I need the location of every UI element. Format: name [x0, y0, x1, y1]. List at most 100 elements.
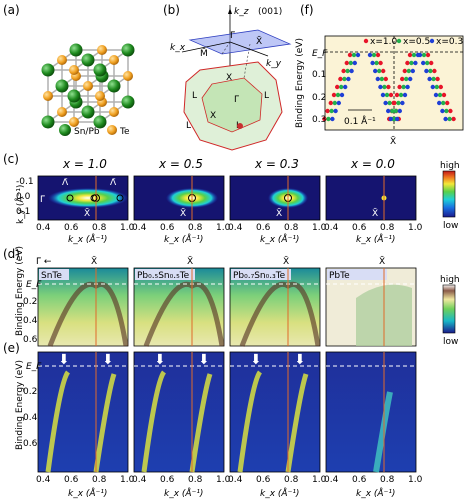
- sn-pb-atom: [55, 79, 69, 93]
- legend-x10-marker: [363, 38, 369, 44]
- panel-c-xtick: 0.8: [188, 223, 203, 233]
- panel-e-second-derivative: ⬇ ⬇ 0.4 0.6 0.8 1.0 k_x (Å⁻¹) ⬇ ⬇ 0.4 0.6 0.8 1.0 k_x…: [23, 351, 423, 499]
- gamma-point-label: Γ: [234, 95, 239, 105]
- dispersion-point: [396, 100, 401, 106]
- dispersion-point: [335, 92, 341, 98]
- dispersion-point: [384, 92, 390, 98]
- te-atom: [95, 91, 105, 101]
- dispersion-point: [375, 52, 381, 58]
- k-point-marker: [66, 194, 74, 202]
- panel-d-ytick: 0.4: [23, 316, 38, 326]
- dispersion-point: [451, 116, 456, 122]
- kx-axis: [181, 41, 231, 53]
- legend-x03: x=0.3: [436, 37, 463, 47]
- dispersion-point: [388, 116, 393, 122]
- dispersion-point: [400, 100, 405, 106]
- kz-label: k_z: [234, 7, 249, 17]
- dispersion-point: [380, 92, 386, 98]
- te-atom: [97, 45, 107, 55]
- surface-label: (001): [258, 7, 282, 17]
- dispersion-point: [378, 84, 383, 90]
- dispersion-point: [371, 52, 377, 58]
- dispersion-point: [397, 84, 402, 90]
- dispersion-point: [346, 76, 351, 82]
- dispersion-point: [367, 52, 373, 58]
- dispersion-point: [410, 68, 415, 74]
- panel-e-xlabel: k_x (Å⁻¹): [356, 487, 395, 499]
- dispersion-point: [330, 116, 335, 122]
- dispersion-point: [375, 76, 380, 82]
- dispersion-points: [322, 52, 456, 122]
- dispersion-point: [388, 92, 394, 98]
- panel-c-xtick: 1.0: [408, 223, 423, 233]
- dispersion-point: [374, 60, 379, 66]
- dispersion-point: [378, 60, 383, 66]
- panel-f-plot: x=1.0 x=0.5 x=0.3 0.1 Å⁻¹ X̄ E_F 0.1 0.2…: [295, 35, 464, 147]
- panel-c-title: x = 1.0: [62, 157, 107, 171]
- panel-label-d: (d): [3, 247, 20, 261]
- band-branch: [93, 373, 117, 473]
- panel-label-c: (c): [3, 152, 19, 166]
- dispersion-point: [445, 100, 450, 106]
- dispersion-point: [443, 116, 448, 122]
- x-bar-top-label: X̄: [187, 255, 193, 267]
- panel-c-xtick: 0.6: [256, 223, 271, 233]
- panel-c-xtick: 0.6: [352, 223, 367, 233]
- panel-c-xtick: 1.0: [120, 223, 135, 233]
- dispersion-point: [433, 92, 439, 98]
- dispersion-point: [329, 108, 334, 114]
- x-bar-top-label: X̄: [91, 255, 97, 267]
- panel-c-xlabel: k_x (Å⁻¹): [260, 233, 299, 245]
- panel-d-ef: E_F: [26, 280, 42, 290]
- panel-f-ef: E_F: [312, 49, 328, 59]
- crystal-legend: Sn/Pb Te: [59, 124, 130, 137]
- panel-c-xtick: 0.8: [284, 223, 299, 233]
- legend-x05: x=0.5: [403, 37, 430, 47]
- dirac-point-arrow-icon: ⬇: [102, 352, 114, 368]
- panel-d-title: SnTe: [41, 271, 62, 281]
- colorbar-c: [442, 170, 456, 218]
- te-atom: [69, 65, 79, 75]
- dispersion-point: [438, 84, 443, 90]
- panel-c-colorbar: high low: [440, 161, 460, 231]
- l-point-label-3: L: [186, 121, 191, 131]
- dispersion-point: [370, 60, 375, 66]
- colorbar-c-low: low: [443, 221, 458, 231]
- dispersion-point: [344, 60, 349, 66]
- panel-c-xtick: 0.4: [228, 223, 243, 233]
- panel-e-xtick: 0.8: [284, 475, 299, 485]
- x-bar-label: X̄: [276, 207, 282, 219]
- panel-label-f: (f): [300, 3, 314, 17]
- panel-c-map: [325, 175, 417, 221]
- panel-c-xtick: 0.4: [36, 223, 51, 233]
- legend-x03-marker: [429, 38, 435, 44]
- panel-e-xlabel: k_x (Å⁻¹): [260, 487, 299, 499]
- panel-d-title-bg: [135, 269, 195, 280]
- panel-label-e: (e): [3, 341, 20, 355]
- dispersion-point: [413, 60, 418, 66]
- dispersion-point: [336, 100, 341, 106]
- dispersion-point: [404, 76, 409, 82]
- te-atom: [109, 107, 119, 117]
- colorbar-c-high: high: [440, 161, 460, 171]
- dispersion-point: [424, 68, 429, 74]
- panel-e-xtick: 0.4: [132, 475, 147, 485]
- l-point-label-2: L: [192, 91, 197, 101]
- dispersion-point: [326, 116, 331, 122]
- dispersion-point: [379, 76, 384, 82]
- crystal-structure: [41, 43, 135, 129]
- dispersion-point: [407, 52, 413, 58]
- dispersion-point: [421, 60, 426, 66]
- dispersion-point: [425, 60, 430, 66]
- dispersion-point: [411, 52, 417, 58]
- dispersion-point: [437, 100, 442, 106]
- panel-e-ytick: 0.2: [23, 387, 37, 397]
- dispersion-point: [386, 108, 391, 114]
- dispersion-point: [405, 84, 410, 90]
- projection-line-2: [243, 43, 251, 79]
- dispersion-point: [328, 100, 333, 106]
- dispersion-point: [322, 116, 327, 122]
- x-bar-top-label: X̄: [379, 255, 385, 267]
- dispersion-point: [427, 76, 432, 82]
- panel-e-xtick: 0.6: [160, 475, 175, 485]
